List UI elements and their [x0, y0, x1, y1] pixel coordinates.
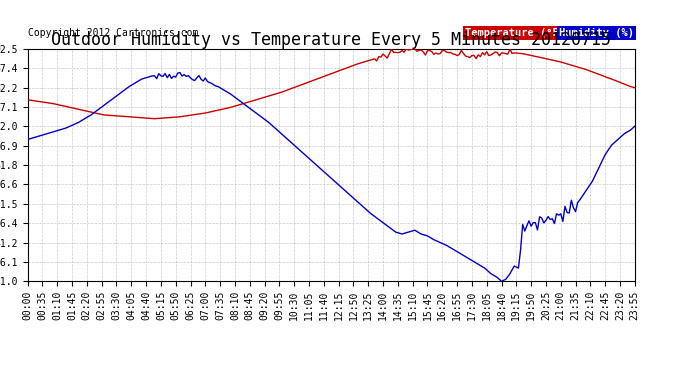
Text: Copyright 2012 Cartronics.com: Copyright 2012 Cartronics.com [28, 28, 198, 38]
Title: Outdoor Humidity vs Temperature Every 5 Minutes 20120715: Outdoor Humidity vs Temperature Every 5 … [51, 31, 611, 49]
Text: Temperature (°F): Temperature (°F) [465, 28, 565, 38]
Text: Humidity (%): Humidity (%) [559, 28, 634, 38]
